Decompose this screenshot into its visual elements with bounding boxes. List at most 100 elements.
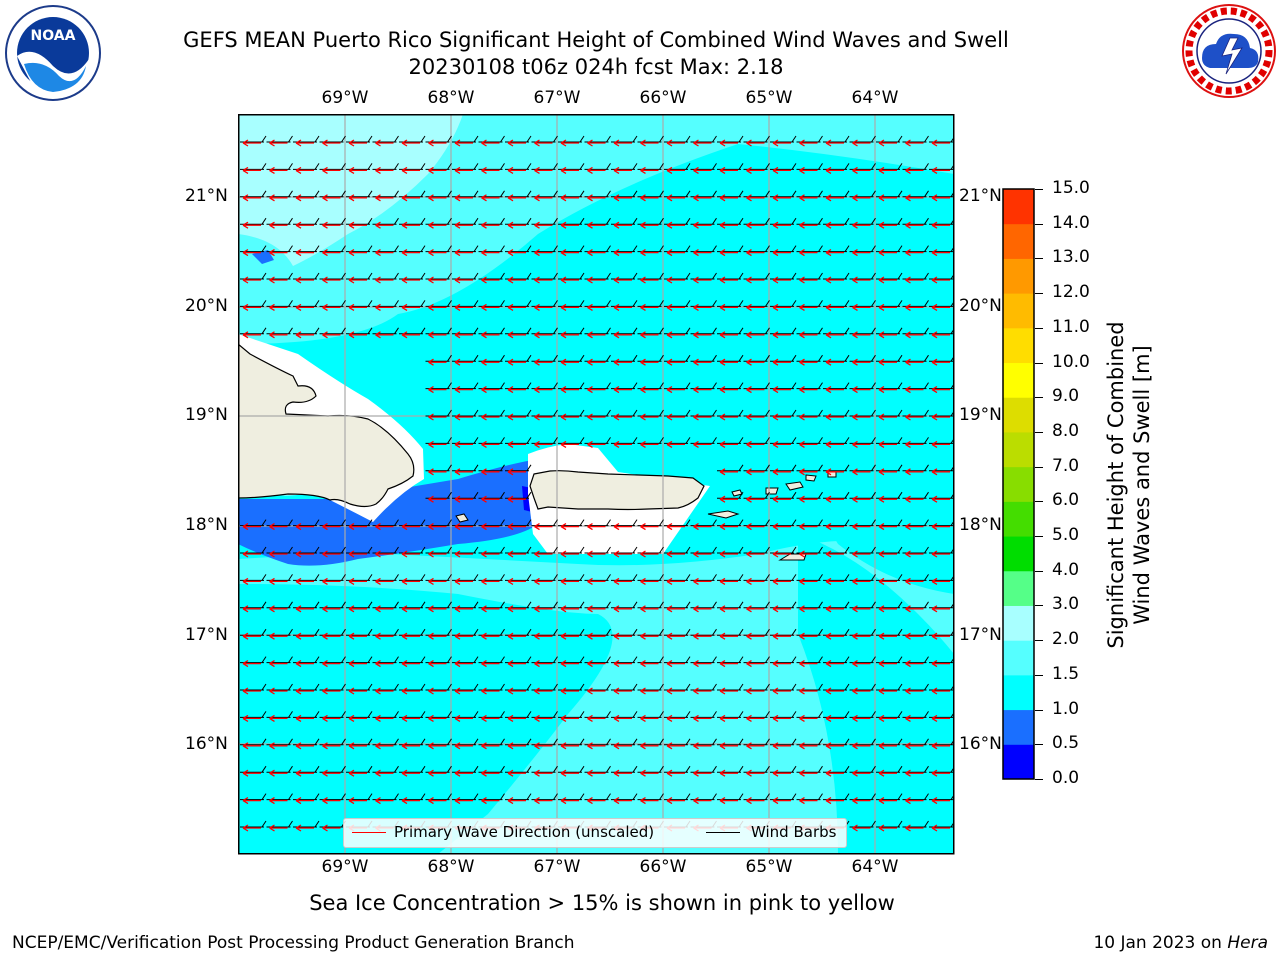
wave-arrow [401, 166, 420, 174]
wave-arrow [507, 605, 526, 613]
wave-arrow [666, 577, 685, 585]
wave-arrow [428, 605, 447, 613]
wave-arrow [534, 386, 553, 394]
wave-arrow [719, 358, 738, 366]
wave-arrow [560, 249, 579, 257]
wave-arrow [719, 714, 738, 722]
wave-arrow [295, 577, 314, 585]
wave-arrow [640, 660, 659, 668]
wave-arrow [878, 824, 897, 832]
lat-label-right-18n: 18°N [959, 515, 1002, 535]
wave-arrow [428, 687, 447, 695]
wave-arrow [295, 249, 314, 257]
wave-arrow [825, 358, 844, 366]
wave-arrow [799, 742, 818, 750]
colorbar [1002, 188, 1035, 780]
lon-label-bottom-64w: 64°W [851, 857, 899, 877]
wave-arrow [905, 139, 924, 147]
colorbar-segment [1003, 327, 1034, 364]
wave-arrow [322, 605, 341, 613]
wave-arrow [428, 632, 447, 640]
wave-arrow [931, 742, 950, 750]
wave-arrow [613, 605, 632, 613]
wave-arrow [852, 221, 871, 229]
wave-arrow [719, 440, 738, 448]
wave-arrow [375, 276, 394, 284]
colorbar-tick-label: 13.0 [1052, 247, 1090, 268]
wave-arrow [746, 386, 765, 394]
footer-date: 10 Jan 2023 on Hera [1093, 933, 1268, 953]
wave-arrow [507, 769, 526, 777]
lat-label-left-19n: 19°N [185, 405, 228, 425]
wave-arrow [746, 139, 765, 147]
wave-arrow [905, 523, 924, 531]
wave-arrow [295, 632, 314, 640]
wave-arrow [534, 605, 553, 613]
colorbar-tick-mark [1035, 327, 1043, 329]
wave-arrow [746, 194, 765, 202]
wave-arrow [481, 605, 500, 613]
wave-arrow [481, 386, 500, 394]
wave-arrow [428, 714, 447, 722]
colorbar-segment [1003, 536, 1034, 572]
colorbar-tick-mark [1035, 397, 1043, 399]
colorbar-segment [1003, 570, 1034, 606]
wave-arrow [693, 714, 712, 722]
wave-arrow [772, 660, 791, 668]
wave-arrow [746, 276, 765, 284]
wave-arrow [878, 303, 897, 311]
wave-arrow [693, 303, 712, 311]
wave-arrow [799, 632, 818, 640]
wave-arrow [719, 769, 738, 777]
wave-arrow [666, 660, 685, 668]
wave-arrow [799, 769, 818, 777]
wave-arrow [295, 303, 314, 311]
wave-arrow [799, 358, 818, 366]
wave-arrow [375, 303, 394, 311]
wave-arrow [428, 194, 447, 202]
wave-arrow [719, 166, 738, 174]
wave-arrow [746, 714, 765, 722]
wave-arrow [666, 742, 685, 750]
colorbar-tick-mark [1035, 536, 1043, 538]
wave-arrow [905, 331, 924, 339]
wave-arrow [799, 714, 818, 722]
wave-arrow [322, 276, 341, 284]
wave-arrow [560, 660, 579, 668]
wave-arrow [613, 769, 632, 777]
wave-arrow [878, 797, 897, 805]
wave-arrow [242, 824, 261, 832]
wave-arrow [746, 632, 765, 640]
wave-arrow [640, 714, 659, 722]
wave-arrow [719, 139, 738, 147]
wave-arrow [719, 605, 738, 613]
wave-arrow [375, 742, 394, 750]
noaa-logo-text: NOAA [31, 28, 76, 44]
wave-arrow [878, 221, 897, 229]
wave-arrow [322, 523, 341, 531]
lat-label-right-16n: 16°N [959, 734, 1002, 754]
wave-arrow [560, 166, 579, 174]
wave-arrow [322, 139, 341, 147]
wave-arrow [560, 769, 579, 777]
wave-arrow [746, 523, 765, 531]
colorbar-tick-mark [1035, 570, 1043, 572]
wave-arrow [375, 797, 394, 805]
wave-arrow [693, 139, 712, 147]
colorbar-tick-label: 15.0 [1052, 178, 1090, 198]
wave-arrow [454, 276, 473, 284]
wave-arrow [401, 769, 420, 777]
lon-label-top-69w: 69°W [321, 88, 369, 108]
wave-arrow [931, 331, 950, 339]
wave-arrow [481, 358, 500, 366]
wave-arrow [799, 413, 818, 421]
wave-arrow [269, 249, 288, 257]
wave-arrow [560, 221, 579, 229]
wave-arrow [825, 331, 844, 339]
wave-arrow [428, 742, 447, 750]
wave-arrow [613, 550, 632, 558]
wave-arrow [401, 742, 420, 750]
wave-arrow [931, 221, 950, 229]
wave-arrow [825, 550, 844, 558]
colorbar-tick-label: 0.0 [1052, 768, 1080, 788]
